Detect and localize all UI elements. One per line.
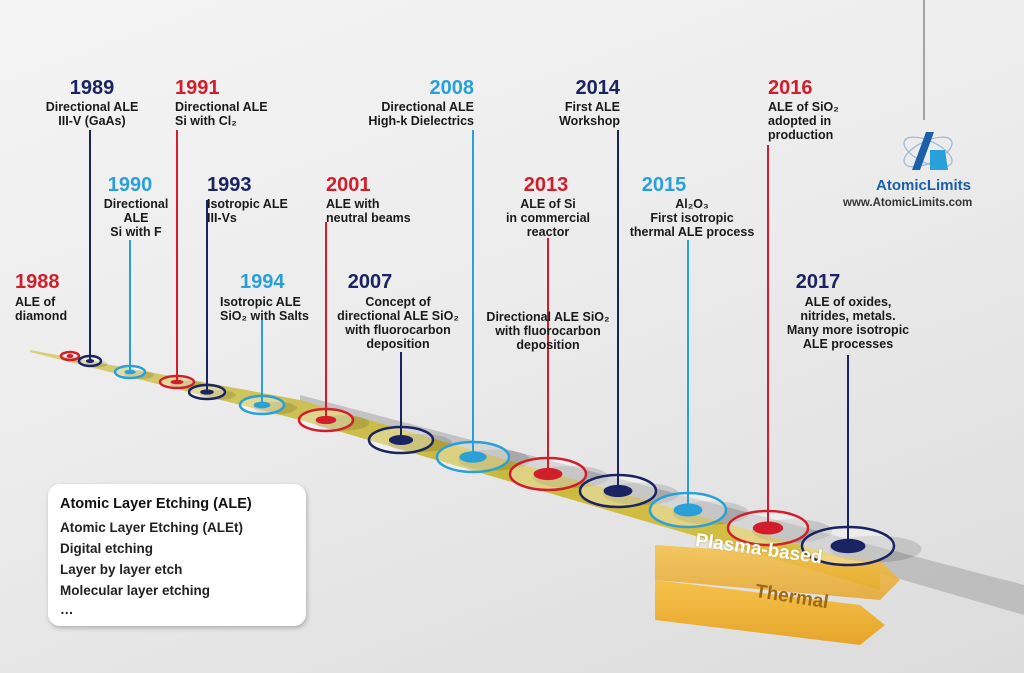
event-description: First ALE Workshop	[559, 100, 620, 128]
event-year: 1990	[107, 174, 153, 196]
term-item: Atomic Layer Etching (ALEt)	[60, 520, 244, 535]
event-description: Directional ALE Si with F	[103, 197, 169, 239]
event-description: ALE of SiO₂ adopted in production	[768, 100, 839, 142]
event-description: Isotropic ALE III-Vs	[207, 197, 288, 225]
event-year: 1994	[240, 271, 285, 293]
terminology-title: Atomic Layer Etching (ALE)	[60, 496, 252, 512]
event-year: 2014	[575, 77, 621, 99]
event-description: Directional ALE III-V (GaAs)	[45, 100, 139, 128]
logo-name: AtomicLimits	[876, 177, 972, 194]
plasma-band	[655, 545, 900, 600]
terminology-box: Atomic Layer Etching (ALE) Atomic Layer …	[48, 484, 306, 626]
event-description: ALE of oxides, nitrides, metals. Many mo…	[786, 295, 910, 351]
event-year: 2016	[768, 77, 813, 99]
event-year: 2015	[641, 174, 687, 196]
event-description: Al₂O₃ First isotropic thermal ALE proces…	[629, 197, 755, 239]
event-year: 2017	[795, 271, 841, 293]
event-description: Directional ALE SiO₂ with fluorocarbon d…	[486, 310, 610, 352]
timeline-stems	[89, 130, 849, 546]
term-item: …	[60, 602, 74, 617]
event-description: Concept of directional ALE SiO₂ with flu…	[337, 295, 459, 351]
event-year: 1993	[207, 174, 252, 196]
term-item: Molecular layer etching	[60, 583, 211, 598]
thermal-band	[655, 580, 885, 645]
atomic-limits-logo-icon	[903, 132, 953, 170]
event-year: 2013	[523, 174, 569, 196]
logo-url: www.AtomicLimits.com	[843, 197, 973, 209]
term-item: Digital etching	[60, 541, 154, 556]
event-year: 2007	[347, 271, 393, 293]
event-description: Directional ALE High-k Dielectrics	[368, 100, 474, 128]
event-description: ALE of Si in commercial reactor	[505, 197, 591, 239]
event-year: 2001	[326, 174, 371, 196]
event-description: Directional ALE Si with Cl₂	[175, 100, 268, 128]
event-marker-dot	[66, 354, 74, 358]
term-item: Layer by layer etch	[60, 562, 183, 577]
event-description: ALE of diamond	[15, 295, 68, 323]
event-year: 1989	[69, 77, 115, 99]
event-year: 1988	[15, 271, 60, 293]
event-description: Isotropic ALE SiO₂ with Salts	[220, 295, 309, 323]
event-year: 2008	[429, 77, 475, 99]
event-description: ALE with neutral beams	[326, 197, 411, 225]
event-year: 1991	[175, 77, 220, 99]
